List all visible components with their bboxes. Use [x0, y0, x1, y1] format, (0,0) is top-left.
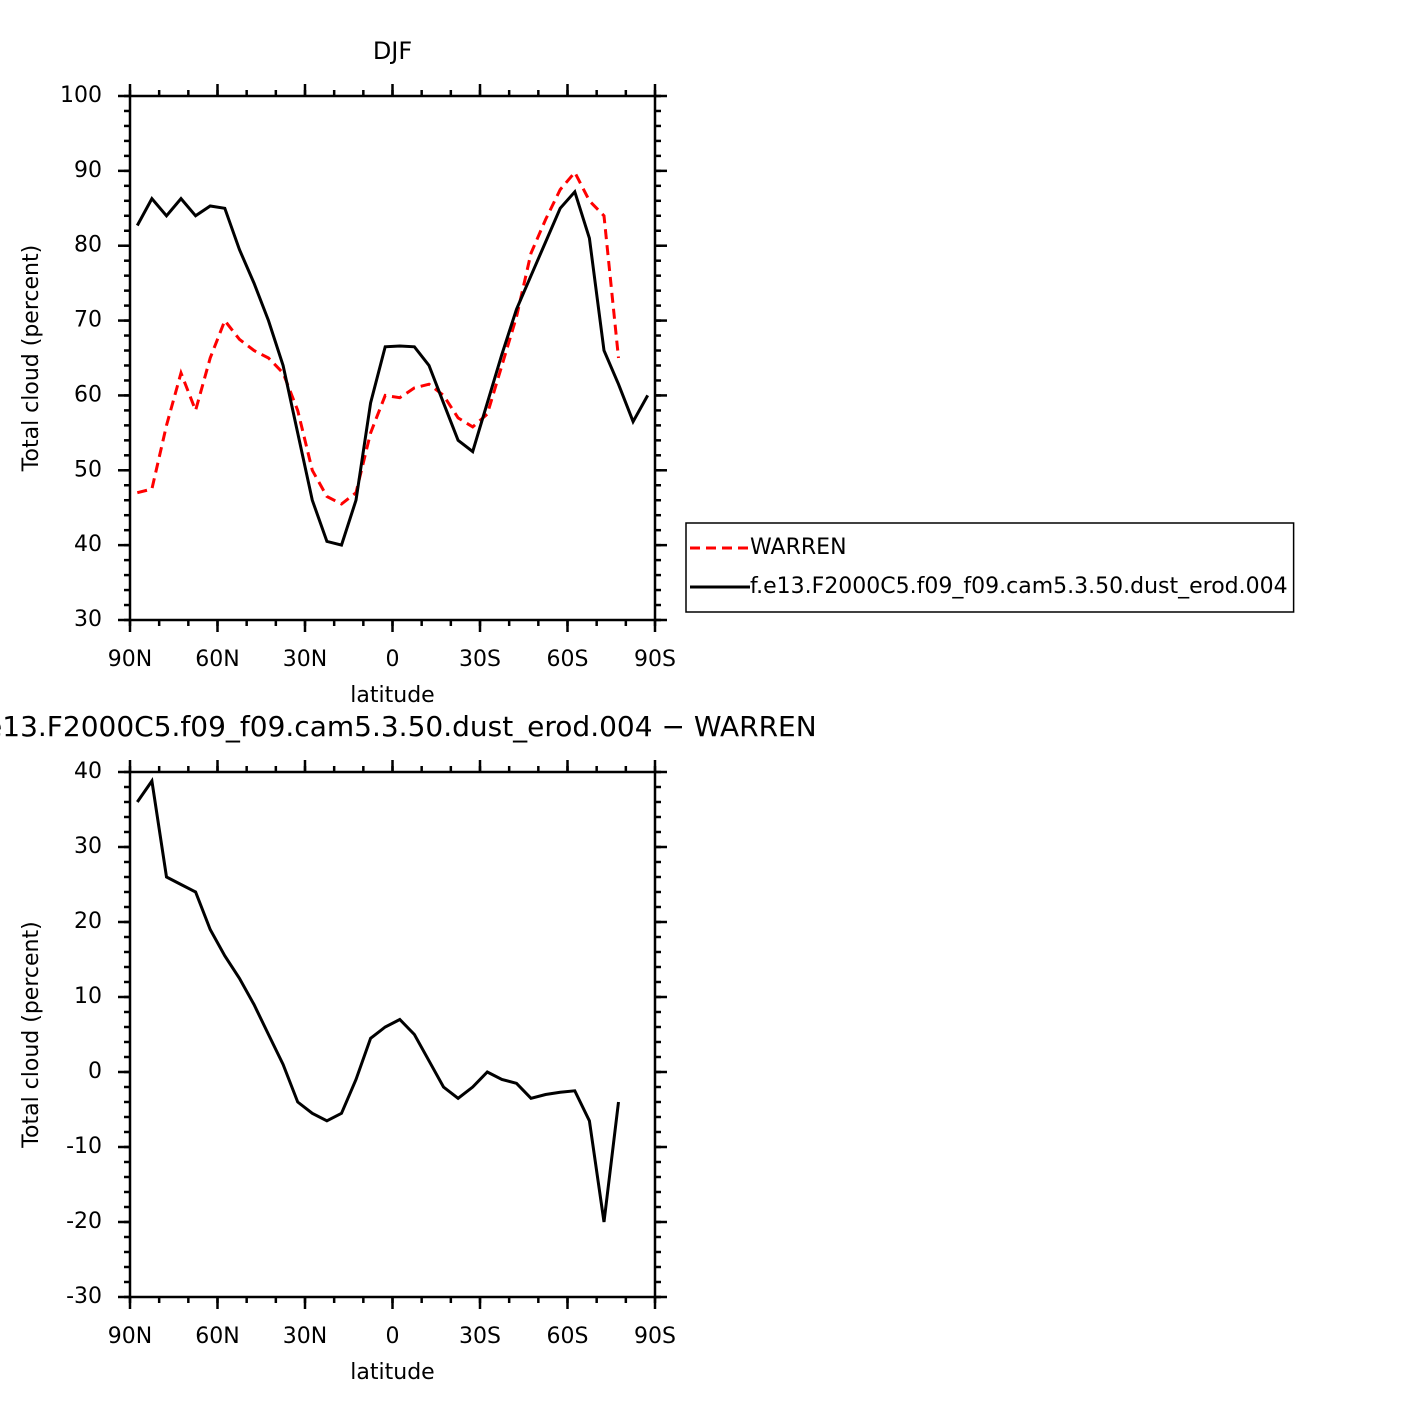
plot-frame: [128, 94, 657, 622]
chart-title: DJF: [373, 37, 412, 65]
y-tick-label: 70: [74, 308, 102, 333]
x-tick-label: 30S: [459, 647, 501, 672]
y-tick-label: 90: [74, 158, 102, 183]
x-tick-label: 0: [386, 647, 400, 672]
y-tick-label: 40: [74, 759, 102, 784]
x-tick-label: 60S: [547, 647, 589, 672]
x-tick-label: 90S: [634, 647, 676, 672]
legend-box: [685, 522, 1295, 613]
data-line: [136, 169, 620, 506]
y-tick-label: 20: [74, 909, 102, 934]
plot-frame: [128, 770, 657, 1299]
y-tick-label: 40: [74, 532, 102, 557]
x-tick-label: 60N: [195, 1324, 239, 1349]
legend-label: f.e13.F2000C5.f09_f09.cam5.3.50.dust_ero…: [750, 574, 1288, 599]
chart-title: f.e13.F2000C5.f09_f09.cam5.3.50.dust_ero…: [0, 710, 817, 743]
y-axis-label: Total cloud (percent): [19, 921, 44, 1148]
x-tick-label: 60S: [547, 1324, 589, 1349]
y-tick-label: 30: [74, 834, 102, 859]
y-tick-label: -10: [66, 1134, 102, 1159]
y-tick-label: -20: [66, 1209, 102, 1234]
x-tick-label: 30N: [283, 1324, 327, 1349]
y-axis-label: Total cloud (percent): [19, 245, 44, 472]
data-line: [136, 777, 620, 1223]
y-tick-label: 30: [74, 607, 102, 632]
data-line: [135, 188, 650, 547]
x-axis-label: latitude: [350, 1360, 434, 1385]
x-axis-label: latitude: [350, 683, 434, 708]
x-tick-label: 0: [386, 1324, 400, 1349]
y-tick-label: 10: [74, 984, 102, 1009]
y-tick-label: 60: [74, 382, 102, 407]
legend-label: WARREN: [750, 535, 847, 560]
x-tick-label: 90S: [634, 1324, 676, 1349]
x-tick-label: 30N: [283, 647, 327, 672]
x-tick-label: 30S: [459, 1324, 501, 1349]
y-tick-label: 100: [60, 83, 102, 108]
y-tick-label: 50: [74, 457, 102, 482]
y-tick-label: 0: [88, 1059, 102, 1084]
y-tick-label: 80: [74, 233, 102, 258]
y-tick-label: -30: [66, 1284, 102, 1309]
x-tick-label: 90N: [108, 647, 152, 672]
x-tick-label: 60N: [195, 647, 239, 672]
x-tick-label: 90N: [108, 1324, 152, 1349]
